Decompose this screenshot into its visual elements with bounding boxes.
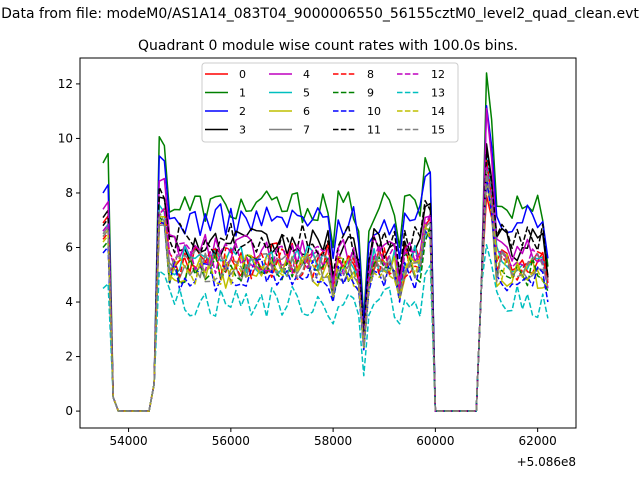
chart-suptitle: Data from file: modeM0/AS1A14_083T04_900… [1,6,639,22]
x-tick-label: 54000 [109,434,147,448]
y-tick-label: 10 [58,131,73,145]
series-layer [102,72,549,412]
legend-label-1: 1 [239,87,246,100]
legend-frame [201,62,459,143]
legend-label-13: 13 [431,87,445,100]
x-tick-label: 58000 [314,434,352,448]
y-tick-label: 4 [65,295,73,309]
legend-label-8: 8 [367,68,374,81]
y-axis: 0 2 4 6 8 10 12 [58,77,80,418]
y-tick-label: 8 [65,186,73,200]
y-tick-label: 12 [58,77,73,91]
y-tick-label: 2 [65,350,73,364]
x-axis: 54000 56000 58000 60000 62000 [109,428,557,448]
legend-label-3: 3 [239,124,246,137]
legend-label-4: 4 [303,68,310,81]
legend-label-0: 0 [239,68,246,81]
y-tick-label: 0 [65,404,73,418]
legend-label-5: 5 [303,87,310,100]
legend-label-9: 9 [367,87,374,100]
series-line-13 [102,244,549,412]
legend-label-10: 10 [367,105,381,118]
legend-label-11: 11 [367,124,381,137]
legend-label-7: 7 [303,124,310,137]
x-tick-label: 60000 [416,434,454,448]
legend-label-15: 15 [431,124,445,137]
chart-title: Quadrant 0 module wise count rates with … [138,38,518,54]
x-tick-label: 62000 [519,434,557,448]
legend-label-12: 12 [431,68,445,81]
x-offset-label: +5.086e8 [517,455,576,469]
y-tick-label: 6 [65,240,73,254]
plot-frame [79,57,577,429]
series-line-15 [102,170,549,412]
legend-label-6: 6 [303,105,310,118]
legend-label-2: 2 [239,105,246,118]
x-tick-label: 56000 [212,434,250,448]
series-line-11 [102,151,549,412]
legend-label-14: 14 [431,105,445,118]
